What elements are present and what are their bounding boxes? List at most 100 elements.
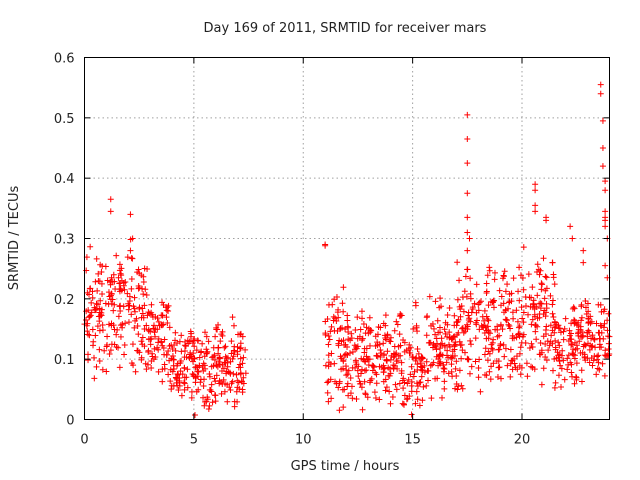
data-point xyxy=(229,378,236,385)
data-point xyxy=(170,383,177,390)
data-point xyxy=(481,351,488,358)
data-point xyxy=(566,327,573,334)
data-point xyxy=(594,356,601,363)
data-point xyxy=(419,355,426,362)
data-point xyxy=(340,308,347,315)
data-point xyxy=(150,325,157,332)
data-point xyxy=(372,395,379,402)
data-point xyxy=(589,362,596,369)
data-point xyxy=(128,311,135,318)
data-point xyxy=(227,387,234,394)
data-point xyxy=(145,348,152,355)
data-point xyxy=(549,310,556,317)
data-point xyxy=(92,278,99,285)
data-point xyxy=(444,311,451,318)
data-point xyxy=(534,292,541,299)
data-point xyxy=(532,202,539,209)
data-point xyxy=(497,302,504,309)
data-point xyxy=(217,338,224,345)
data-point xyxy=(92,332,99,339)
data-point xyxy=(446,334,453,341)
data-point xyxy=(555,372,562,379)
data-point xyxy=(490,336,497,343)
data-point xyxy=(342,363,349,370)
data-point xyxy=(169,345,176,352)
data-point xyxy=(520,319,527,326)
data-point xyxy=(506,299,513,306)
data-point xyxy=(599,163,606,170)
data-point xyxy=(562,315,569,322)
data-point xyxy=(551,324,558,331)
data-point xyxy=(531,313,538,320)
data-point xyxy=(432,331,439,338)
data-point xyxy=(174,370,181,377)
data-point xyxy=(437,329,444,336)
data-point xyxy=(202,329,209,336)
data-point xyxy=(212,333,219,340)
data-point xyxy=(216,377,223,384)
data-point xyxy=(501,268,508,275)
data-point xyxy=(475,374,482,381)
data-point xyxy=(97,261,104,268)
data-point xyxy=(102,263,109,270)
data-point xyxy=(472,335,479,342)
data-point xyxy=(532,181,539,188)
data-point xyxy=(456,367,463,374)
data-point xyxy=(181,380,188,387)
data-point xyxy=(453,373,460,380)
data-point xyxy=(328,323,335,330)
data-point xyxy=(166,324,173,331)
data-point xyxy=(359,366,366,373)
data-point xyxy=(464,247,471,254)
data-point xyxy=(96,358,103,365)
data-point xyxy=(467,290,474,297)
data-point xyxy=(543,357,550,364)
data-point xyxy=(322,362,329,369)
data-point xyxy=(414,328,421,335)
data-point xyxy=(163,314,170,321)
data-point xyxy=(529,316,536,323)
data-point xyxy=(177,368,184,375)
data-point xyxy=(414,383,421,390)
data-point xyxy=(464,229,471,236)
data-point xyxy=(473,321,480,328)
data-point xyxy=(458,355,465,362)
data-point xyxy=(99,366,106,373)
data-point xyxy=(571,316,578,323)
data-point xyxy=(522,340,529,347)
data-point xyxy=(517,344,524,351)
data-point xyxy=(102,300,109,307)
data-point xyxy=(476,299,483,306)
data-point xyxy=(107,208,114,215)
data-point xyxy=(113,331,120,338)
data-point xyxy=(539,281,546,288)
data-point xyxy=(178,392,185,399)
data-point xyxy=(596,344,603,351)
data-point xyxy=(339,300,346,307)
y-tick-label: 0 xyxy=(66,414,74,429)
data-point xyxy=(506,298,513,305)
data-point xyxy=(494,374,501,381)
data-point xyxy=(516,264,523,271)
data-point xyxy=(354,367,361,374)
data-point xyxy=(501,309,508,316)
data-point xyxy=(502,316,509,323)
data-point xyxy=(520,331,527,338)
data-point xyxy=(358,337,365,344)
data-point xyxy=(346,350,353,357)
data-point xyxy=(383,336,390,343)
data-point xyxy=(344,371,351,378)
data-point xyxy=(362,330,369,337)
data-point xyxy=(407,371,414,378)
data-point xyxy=(219,332,226,339)
data-point xyxy=(191,355,198,362)
data-point xyxy=(529,284,536,291)
data-point xyxy=(401,379,408,386)
data-point xyxy=(456,277,463,284)
data-point xyxy=(398,370,405,377)
data-point xyxy=(353,396,360,403)
data-point xyxy=(195,368,202,375)
data-point xyxy=(348,383,355,390)
data-point xyxy=(568,369,575,376)
data-point xyxy=(115,313,122,320)
